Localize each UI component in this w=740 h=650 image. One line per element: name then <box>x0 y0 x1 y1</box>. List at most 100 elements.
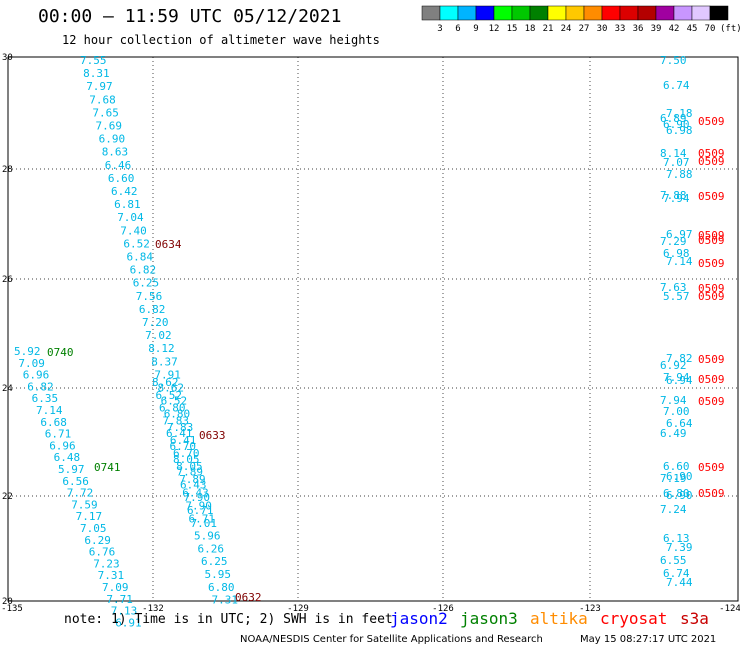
colorbar-tick: 33 <box>615 24 626 34</box>
wave-value-label: 7.94 <box>663 192 690 205</box>
wave-value-label: 6.80 <box>159 402 186 415</box>
wave-value-label: 6.25 <box>201 555 228 568</box>
pass-time-label: 0509 <box>698 234 725 247</box>
wave-value-label: 7.83 <box>167 421 194 434</box>
colorbar-swatch <box>439 5 459 21</box>
wave-value-label: 6.49 <box>660 427 687 440</box>
pass-time-label: 0509 <box>698 353 725 366</box>
wave-value-label: 7.44 <box>666 576 693 589</box>
wave-value-label: 7.31 <box>212 594 239 607</box>
pass-time-label: 0509 <box>698 373 725 386</box>
colorbar-tick: 39 <box>651 24 662 34</box>
wave-value-label: 8.31 <box>83 67 110 80</box>
pass-time-label: 0509 <box>698 257 725 270</box>
wave-value-label: 5.92 <box>14 345 41 358</box>
pass-time-label: 0509 <box>698 147 725 160</box>
wave-value-label: 7.94 <box>663 371 690 384</box>
wave-value-label: 7.71 <box>106 593 132 606</box>
wave-value-label: 7.04 <box>117 211 144 224</box>
colorbar-tick: 27 <box>579 24 590 34</box>
wave-value-label: 6.90 <box>99 133 126 146</box>
wave-value-label: 7.69 <box>96 120 123 133</box>
pass-time-label: 0741 <box>94 461 121 474</box>
wave-value-label: 7.29 <box>660 235 687 248</box>
wave-value-label: 7.63 <box>660 281 687 294</box>
wave-value-label: 8.12 <box>148 342 175 355</box>
wave-value-label: 8.05 <box>176 460 203 473</box>
wave-value-label: 6.26 <box>198 542 225 555</box>
colorbar-tick: 24 <box>561 24 572 34</box>
pass-time-label: 0509 <box>698 115 725 128</box>
colorbar-swatch <box>583 5 603 21</box>
wave-value-label: 7.90 <box>184 491 211 504</box>
wave-value-label: 7.09 <box>18 357 45 370</box>
colorbar-swatch <box>619 5 639 21</box>
colorbar-swatch <box>457 5 477 21</box>
wave-value-label: 6.71 <box>45 428 72 441</box>
wave-value-label: 6.64 <box>666 417 693 430</box>
legend-altika: altika <box>530 609 588 628</box>
wave-value-label: 7.88 <box>660 189 687 202</box>
wave-value-label: 6.96 <box>23 369 50 382</box>
wave-value-label: 5.96 <box>194 530 221 543</box>
pass-time-label: 0509 <box>698 461 725 474</box>
page-subtitle: 12 hour collection of altimeter wave hei… <box>62 33 380 47</box>
wave-value-label: 6.92 <box>660 359 687 372</box>
wave-value-label: 8.63 <box>102 146 129 159</box>
wave-value-label: 6.13 <box>663 532 690 545</box>
wave-value-label: 6.96 <box>49 439 75 452</box>
x-tick-label: -132 <box>142 604 164 614</box>
colorbar-swatch <box>691 5 711 21</box>
wave-value-label: 6.52 <box>161 395 188 408</box>
wave-value-label: 7.97 <box>86 80 113 93</box>
wave-value-label: 5.97 <box>58 463 85 476</box>
colorbar-tick: 3 <box>437 24 442 34</box>
wave-value-label: 6.94 <box>666 374 693 387</box>
colorbar-tick: 12 <box>489 24 500 34</box>
wave-value-label: 6.41 <box>170 434 197 447</box>
wave-value-label: 6.42 <box>111 185 138 198</box>
wave-value-label: 6.43 <box>180 478 207 491</box>
wave-value-label: 8.05 <box>173 453 200 466</box>
pass-time-label: 0632 <box>235 591 262 604</box>
wave-value-label: 8.62 <box>152 376 179 389</box>
pass-time-label: 0509 <box>698 190 725 203</box>
wave-value-label: 7.39 <box>666 541 693 554</box>
colorbar-swatch <box>565 5 585 21</box>
colorbar-swatch <box>637 5 657 21</box>
wave-value-label: 6.55 <box>660 554 687 567</box>
wave-value-label: 6.52 <box>123 237 149 250</box>
wave-value-label: 6.52 <box>156 389 183 402</box>
colorbar-swatch <box>529 5 549 21</box>
wave-value-label: 6.74 <box>663 79 690 92</box>
colorbar-swatch <box>511 5 531 21</box>
wave-value-label: 6.41 <box>166 427 193 440</box>
wave-value-label: 8.62 <box>158 382 185 395</box>
wave-value-label: 7.18 <box>666 107 693 120</box>
y-tick-label: 30 <box>2 53 13 63</box>
wave-value-label: 6.90 <box>663 118 690 131</box>
wave-value-label: 6.80 <box>164 408 191 421</box>
wave-value-label: 6.91 <box>115 616 142 629</box>
pass-time-label: 0509 <box>698 395 725 408</box>
x-tick-label: -135 <box>1 604 23 614</box>
colorbar-tick: 36 <box>633 24 644 34</box>
wave-value-label: 6.60 <box>108 172 134 185</box>
wave-value-label: 6.90 <box>666 489 693 502</box>
wave-value-label: 7.82 <box>666 352 693 365</box>
wave-value-label: 6.70 <box>173 447 200 460</box>
legend-cryosat: cryosat <box>600 609 668 628</box>
wave-value-label: 6.48 <box>54 451 81 464</box>
wave-value-label: 7.24 <box>660 503 687 516</box>
wave-value-label: 6.43 <box>182 486 209 499</box>
footer-note: note: 1) Time is in UTC; 2) SWH is in fe… <box>64 612 393 627</box>
wave-value-label: 6.68 <box>40 416 67 429</box>
wave-value-label: 7.59 <box>71 498 98 511</box>
wave-value-label: 7.14 <box>666 255 693 268</box>
colorbar-tick: 30 <box>597 24 608 34</box>
wave-value-label: 7.19 <box>660 472 687 485</box>
wave-value-label: 7.31 <box>98 569 125 582</box>
colorbar-tick: 9 <box>473 24 478 34</box>
colorbar-swatch <box>655 5 675 21</box>
